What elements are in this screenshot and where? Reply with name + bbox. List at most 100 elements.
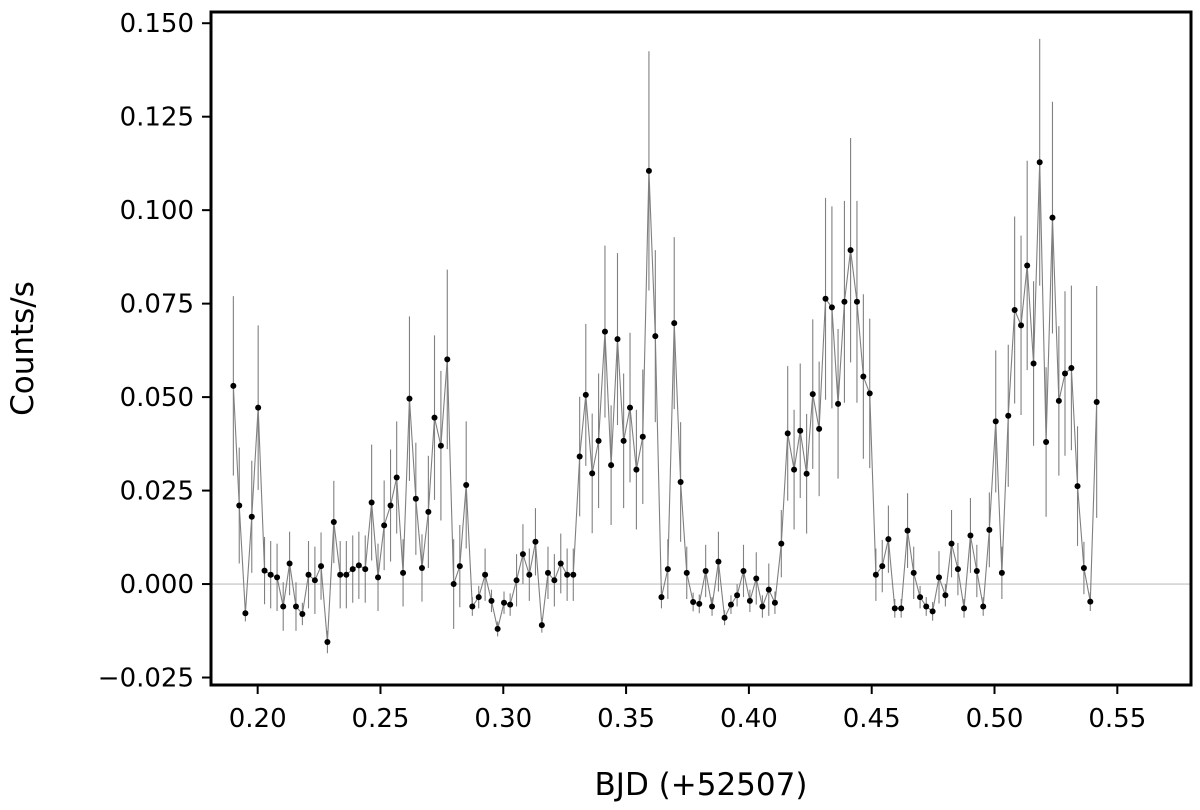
data-point [690,598,697,605]
plot-area [211,38,1191,654]
x-tick-label: 0.55 [1088,704,1146,734]
data-point [570,571,577,578]
x-tick-label: 0.30 [474,704,532,734]
data-point [633,466,640,473]
data-point [614,336,621,343]
data-point [305,571,312,578]
y-tick-label: 0.100 [120,196,194,226]
data-point [778,540,785,547]
data-point [998,569,1005,576]
data-point [702,567,709,574]
data-point [658,594,665,601]
x-axis: 0.20 0.25 0.30 0.35 0.40 0.45 0.50 0.55 [229,685,1146,734]
data-point [337,571,344,578]
data-point [709,603,716,610]
data-point [482,571,489,578]
data-point [248,513,255,520]
data-point [992,418,999,425]
data-point [576,453,583,460]
data-point [236,502,243,509]
data-point [362,566,369,573]
data-point [721,614,728,621]
data-point [910,569,917,576]
data-point [425,508,432,515]
data-point [488,597,495,604]
data-point [589,470,596,477]
data-point [1055,397,1062,404]
x-tick-label: 0.40 [720,704,778,734]
data-point [652,333,659,340]
data-point [1068,364,1075,371]
data-point [1093,398,1100,405]
y-tick-label: 0.050 [120,383,194,413]
data-point [1030,360,1037,367]
data-point [292,603,299,610]
data-point [406,395,413,402]
data-point [835,400,842,407]
data-point [311,577,318,584]
data-point [507,601,514,608]
data-point [1018,322,1025,329]
data-point [816,425,823,432]
series-line [232,162,1098,643]
data-point [765,586,772,593]
data-point [469,603,476,610]
data-point [1062,370,1068,377]
axes-frame [209,10,1193,687]
y-tick-label: 0.025 [120,477,194,507]
data-point [582,391,589,398]
data-point [608,462,615,469]
data-point [318,563,325,570]
data-point [942,592,949,599]
data-point [519,551,526,558]
data-point [828,304,835,311]
data-point [803,470,810,477]
data-point [286,560,293,567]
data-point [532,538,539,545]
data-point [715,558,722,565]
x-tick-label: 0.20 [229,704,287,734]
data-point [797,427,804,434]
data-point [771,599,778,606]
data-point [948,540,955,547]
data-point [664,566,671,573]
data-point [860,373,867,380]
data-point [898,605,905,612]
data-point [954,566,961,573]
data-point [355,562,362,569]
data-point [746,597,753,604]
data-point [627,404,634,411]
data-point [809,391,816,398]
x-tick-label: 0.45 [843,704,901,734]
data-point [274,574,281,581]
data-point [879,563,886,570]
data-point [437,442,444,449]
data-point [904,527,911,534]
data-point [872,571,879,578]
data-point [463,481,470,488]
data-point [444,356,451,363]
data-point [753,575,760,582]
data-point [343,571,350,578]
x-axis-title: BJD (+52507) [595,767,808,803]
data-point [639,433,646,440]
data-point [740,567,747,574]
data-point [759,603,766,610]
data-point [381,522,388,529]
data-point [280,603,287,610]
data-point [513,577,520,584]
data-point [980,603,987,610]
data-point [450,581,457,588]
data-point [475,594,482,601]
data-point [1087,598,1094,605]
data-point [368,499,375,506]
data-point [1080,564,1087,571]
data-point [1049,214,1056,221]
data-point [1024,262,1031,269]
data-point [456,563,463,570]
data-point [1036,159,1043,166]
data-point [501,599,508,606]
data-point [595,437,602,444]
